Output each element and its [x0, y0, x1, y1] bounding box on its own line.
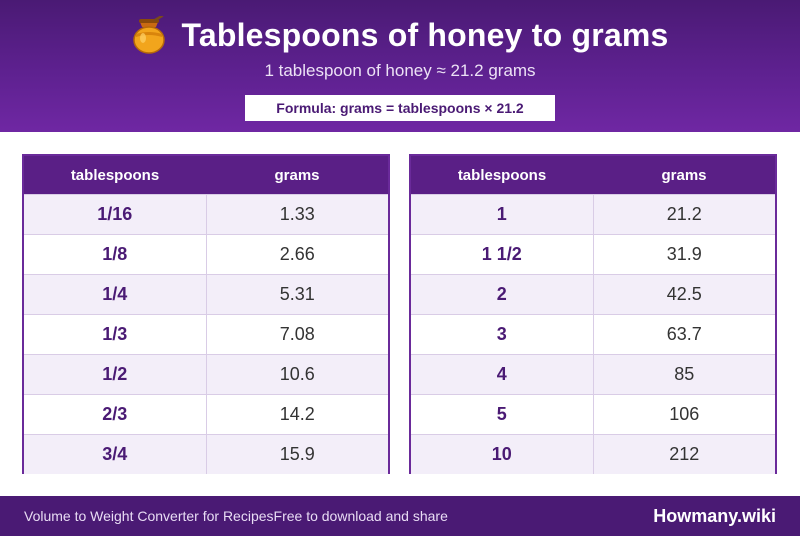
grams-cell: 63.7: [666, 324, 702, 344]
table-row: 2 42.5: [411, 274, 775, 314]
tablespoons-cell: 4: [411, 355, 594, 394]
tablespoons-cell: 1/16: [24, 195, 207, 234]
table-row: 1/16 1.33: [24, 194, 388, 234]
table-row: 1/3 7.08: [24, 314, 388, 354]
tablespoons-cell: 1/3: [24, 315, 207, 354]
table-header: tablespoons grams: [24, 156, 388, 194]
table-row: 1 1/2 31.9: [411, 234, 775, 274]
table-row: 10 212: [411, 434, 775, 474]
footer-bar: Volume to Weight Converter for RecipesFr…: [0, 496, 800, 536]
table-row: 1/2 10.6: [24, 354, 388, 394]
brand-link[interactable]: Howmany.wiki: [653, 505, 776, 526]
honey-pot-icon: [133, 16, 166, 54]
tablespoons-cell: 1: [411, 195, 594, 234]
tablespoons-cell: 1 1/2: [411, 235, 594, 274]
grams-cell: 2.66: [279, 244, 315, 264]
conversion-table-left: tablespoons grams 1/16 1.33 1/8 2.66 1/4 5.…: [22, 154, 390, 474]
page-title: Tablespoons of honey to grams: [181, 16, 669, 53]
column-header-tablespoons: tablespoons: [457, 166, 547, 184]
column-header-tablespoons: tablespoons: [70, 166, 160, 184]
table-row: 2/3 14.2: [24, 394, 388, 434]
grams-cell: 5.31: [279, 284, 315, 304]
column-header-grams: grams: [661, 166, 707, 184]
grams-cell: 10.6: [279, 364, 315, 384]
grams-cell: 212: [669, 444, 700, 464]
footer-tagline: Volume to Weight Converter for RecipesFr…: [24, 508, 448, 524]
table-row: 4 85: [411, 354, 775, 394]
column-header-grams: grams: [274, 166, 320, 184]
grams-cell: 21.2: [666, 204, 702, 224]
grams-cell: 106: [669, 404, 700, 424]
tablespoons-cell: 5: [411, 395, 594, 434]
grams-cell: 31.9: [666, 244, 702, 264]
table-header: tablespoons grams: [411, 156, 775, 194]
table-row: 3 63.7: [411, 314, 775, 354]
grams-cell: 7.08: [279, 324, 315, 344]
table-row: 5 106: [411, 394, 775, 434]
grams-cell: 14.2: [279, 404, 315, 424]
tablespoons-cell: 1/4: [24, 275, 207, 314]
tablespoons-cell: 1/2: [24, 355, 207, 394]
tablespoons-cell: 2: [411, 275, 594, 314]
grams-cell: 15.9: [279, 444, 315, 464]
tablespoons-cell: 10: [411, 435, 594, 474]
conversion-table-right: tablespoons grams 1 21.2 1 1/2 31.9 2 42.5 …: [409, 154, 777, 474]
tablespoons-cell: 3: [411, 315, 594, 354]
grams-cell: 1.33: [279, 204, 315, 224]
table-row: 1/8 2.66: [24, 234, 388, 274]
header-banner: Tablespoons of honey to grams 1 tablespo…: [0, 0, 800, 132]
table-body: 1 21.2 1 1/2 31.9 2 42.5 3 63.7 4 85 5 106 10 2…: [411, 194, 775, 474]
table-row: 3/4 15.9: [24, 434, 388, 474]
tablespoons-cell: 3/4: [24, 435, 207, 474]
grams-cell: 85: [674, 364, 695, 384]
table-row: 1/4 5.31: [24, 274, 388, 314]
table-body: 1/16 1.33 1/8 2.66 1/4 5.31 1/3 7.08 1/2 10.6…: [24, 194, 388, 474]
tablespoons-cell: 2/3: [24, 395, 207, 434]
grams-cell: 42.5: [666, 284, 702, 304]
tablespoons-cell: 1/8: [24, 235, 207, 274]
formula-box: Formula: grams = tablespoons × 21.2: [245, 95, 555, 121]
title-row: Tablespoons of honey to grams: [0, 12, 800, 58]
subtitle: 1 tablespoon of honey ≈ 21.2 grams: [264, 61, 536, 80]
table-row: 1 21.2: [411, 194, 775, 234]
